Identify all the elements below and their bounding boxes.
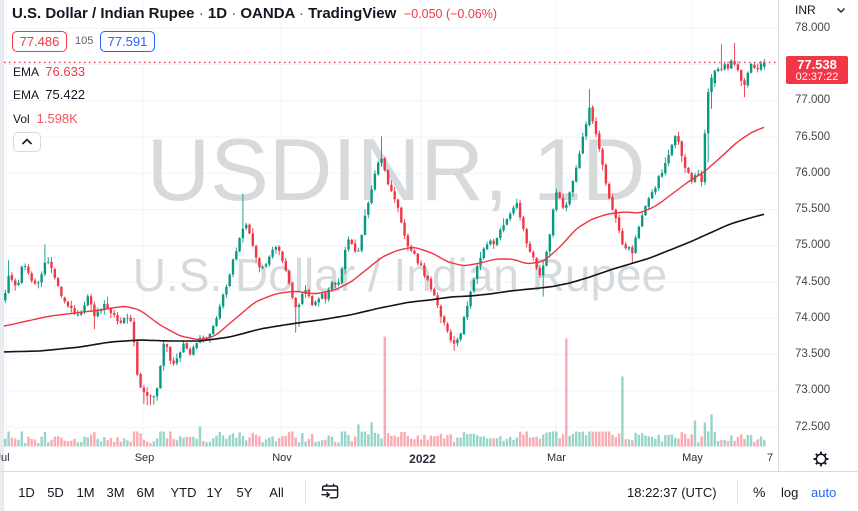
svg-text:U.S. Dollar / Indian Rupee: U.S. Dollar / Indian Rupee: [133, 249, 667, 301]
